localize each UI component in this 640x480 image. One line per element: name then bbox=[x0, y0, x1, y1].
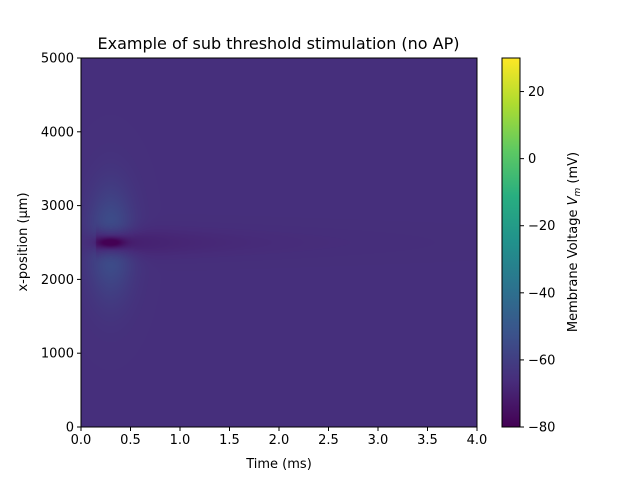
colorbar-tick-label: 0 bbox=[528, 152, 536, 167]
chart-title: Example of sub threshold stimulation (no… bbox=[97, 34, 459, 53]
colorbar-gradient bbox=[502, 58, 520, 427]
colorbar-tick-label: −60 bbox=[528, 353, 555, 368]
x-tick-label: 2.5 bbox=[318, 433, 339, 448]
heatmap-image bbox=[81, 58, 477, 427]
x-tick-label: 1.5 bbox=[219, 433, 240, 448]
colorbar-ticks: 20 0 −20 −40 −60 −80 bbox=[520, 85, 555, 436]
y-tick-label: 0 bbox=[66, 421, 74, 436]
y-axis-label: x-position (µm) bbox=[16, 192, 31, 291]
colorbar-tick-label: 20 bbox=[528, 85, 545, 100]
colorbar-frame bbox=[501, 57, 521, 428]
x-tick-label: 0.0 bbox=[71, 433, 92, 448]
y-axis: 0 1000 2000 3000 4000 5000 bbox=[41, 52, 81, 436]
y-tick-label: 2000 bbox=[41, 273, 74, 288]
x-tick-label: 1.0 bbox=[170, 433, 191, 448]
colorbar-label: Membrane Voltage Vm (mV) bbox=[566, 152, 583, 332]
colorbar-tick-label: −20 bbox=[528, 219, 555, 234]
y-tick-label: 3000 bbox=[41, 199, 74, 214]
x-tick-label: 2.0 bbox=[269, 433, 290, 448]
colorbar: 20 0 −20 −40 −60 −80 bbox=[501, 57, 555, 436]
x-tick-label: 3.0 bbox=[368, 433, 389, 448]
x-tick-label: 0.5 bbox=[120, 433, 141, 448]
x-axis-label: Time (ms) bbox=[245, 457, 312, 472]
x-tick-label: 3.5 bbox=[417, 433, 438, 448]
x-tick-label: 4.0 bbox=[467, 433, 488, 448]
colorbar-tick-label: −40 bbox=[528, 286, 555, 301]
y-tick-label: 1000 bbox=[41, 347, 74, 362]
heatmap bbox=[81, 58, 477, 427]
y-tick-label: 5000 bbox=[41, 52, 74, 67]
colorbar-tick-label: −80 bbox=[528, 421, 555, 436]
y-tick-label: 4000 bbox=[41, 125, 74, 140]
x-axis: 0.0 0.5 1.0 1.5 2.0 2.5 3.0 3.5 4.0 bbox=[71, 427, 488, 448]
